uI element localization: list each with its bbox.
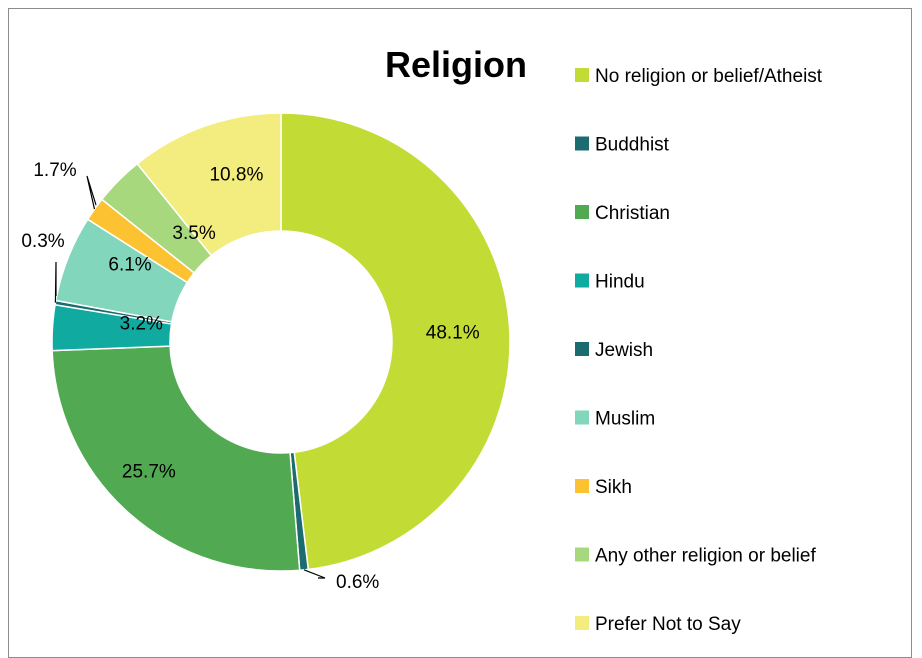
data-label-no-religion-or-belief-atheist: 48.1% [426, 323, 480, 344]
data-label-any-other-religion-or-belief: 3.5% [172, 223, 215, 244]
legend-item-hindu: Hindu [575, 272, 645, 293]
legend-swatch-sikh [575, 479, 589, 493]
legend-label-muslim: Muslim [595, 409, 655, 430]
legend-label-christian: Christian [595, 203, 670, 224]
data-label-buddhist: 0.6% [336, 572, 379, 593]
legend-item-prefer-not-to-say: Prefer Not to Say [575, 614, 741, 635]
legend-swatch-buddhist [575, 136, 589, 151]
slice-prefer-not-to-say [136, 112, 282, 257]
legend-item-christian: Christian [575, 203, 670, 224]
legend-swatch-jewish [575, 342, 589, 356]
doughnut-slices [51, 112, 511, 572]
legend-label-sikh: Sikh [595, 477, 632, 498]
legend-label-buddhist: Buddhist [595, 135, 670, 156]
data-label-muslim: 6.1% [108, 255, 151, 276]
legend-item-buddhist: Buddhist [575, 135, 670, 156]
legend-item-jewish: Jewish [575, 340, 653, 361]
leader-line-buddhist [303, 569, 326, 579]
legend-swatch-prefer-not-to-say [575, 616, 589, 630]
legend-label-any-other-religion-or-belief: Any other religion or belief [595, 546, 816, 567]
data-label-prefer-not-to-say: 10.8% [209, 165, 263, 186]
legend-label-no-religion-or-belief-atheist: No religion or belief/Atheist [595, 66, 823, 87]
legend-item-sikh: Sikh [575, 477, 632, 498]
data-label-hindu: 3.2% [120, 314, 163, 335]
leader-line-sikh [86, 175, 97, 210]
legend-label-jewish: Jewish [595, 340, 653, 361]
legend-item-muslim: Muslim [575, 409, 655, 430]
legend-swatch-christian [575, 205, 589, 219]
legend: No religion or belief/Atheist Buddhist Chr… [575, 66, 823, 635]
slice-christian [51, 345, 301, 572]
legend-swatch-hindu [575, 273, 589, 288]
legend-swatch-no-religion-or-belief-atheist [575, 68, 589, 82]
data-label-christian: 25.7% [122, 462, 176, 483]
legend-swatch-muslim [575, 410, 589, 425]
legend-label-prefer-not-to-say: Prefer Not to Say [595, 614, 741, 635]
data-label-sikh: 1.7% [33, 160, 76, 181]
slice-no-religion-or-belief-atheist [280, 112, 511, 571]
chart-title: Religion [385, 44, 527, 85]
legend-item-any-other-religion-or-belief: Any other religion or belief [575, 546, 816, 567]
leader-line-jewish [54, 261, 57, 303]
data-labels: 48.1% 0.6% 25.7% 3.2% 0.3% 6.1% 1.7% 3.5% 10.8% [21, 160, 479, 593]
legend-label-hindu: Hindu [595, 272, 645, 293]
leader-lines [54, 175, 326, 579]
legend-swatch-any-other-religion-or-belief [575, 547, 589, 562]
legend-item-no-religion-or-belief-atheist: No religion or belief/Atheist [575, 66, 823, 87]
data-label-jewish: 0.3% [21, 231, 64, 252]
